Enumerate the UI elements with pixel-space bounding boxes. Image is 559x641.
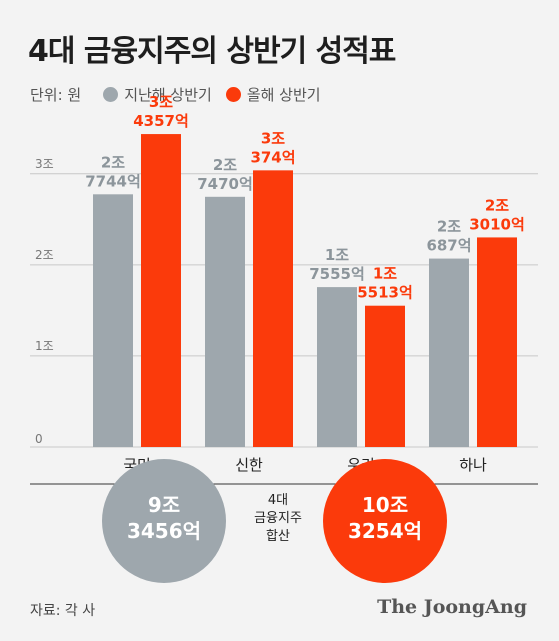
y-tick-label-3: 3조 (35, 157, 54, 171)
total-value-previous-1: 3456억 (127, 519, 201, 543)
total-value-current-0: 10조 (362, 493, 408, 517)
bar-label-0-3-0: 2조 (437, 218, 461, 236)
bar-label-0-0-1: 7744억 (85, 172, 141, 190)
bar-label-1-0-1: 4357억 (133, 112, 189, 130)
source-note: 자료: 각 사 (30, 603, 96, 619)
total-circle-previous (102, 459, 226, 583)
bar-label-1-2-1: 5513억 (357, 284, 413, 302)
bar-label-1-3-1: 3010억 (469, 215, 525, 233)
unit-label: 단위: 원 (30, 86, 82, 104)
bar-0-1 (205, 196, 245, 447)
y-tick-label-0: 0 (35, 432, 43, 446)
bar-0-2 (317, 287, 357, 447)
bar-1-1 (253, 170, 293, 447)
bar-0-0 (93, 194, 133, 447)
bar-label-1-0-0: 3조 (149, 93, 173, 111)
category-label-3: 하나 (459, 456, 487, 474)
legend-item-previous: 지난해 상반기 (103, 84, 212, 105)
total-circle-current (323, 459, 447, 583)
total-caption-1: 금융지주 (254, 511, 302, 526)
total-value-current-1: 3254억 (348, 519, 422, 543)
brand-logo: The JoongAng (377, 596, 527, 618)
total-caption-0: 4대 (268, 493, 288, 508)
bar-1-3 (477, 237, 517, 447)
bar-label-0-1-0: 2조 (213, 156, 237, 174)
legend-label-current: 올해 상반기 (246, 86, 321, 104)
chart-title: 4대 금융지주의 상반기 성적표 (28, 34, 396, 69)
y-tick-label-2: 2조 (35, 248, 54, 262)
bar-1-2 (365, 305, 405, 447)
bar-label-1-1-1: 374억 (250, 148, 295, 166)
legend-label-previous: 지난해 상반기 (124, 86, 212, 104)
y-tick-label-1: 1조 (35, 339, 54, 353)
bar-1-0 (141, 134, 181, 447)
bar-label-1-3-0: 2조 (485, 196, 509, 214)
bar-label-0-1-1: 7470억 (197, 175, 253, 193)
total-value-previous-0: 9조 (148, 493, 180, 517)
total-caption-2: 합산 (266, 529, 290, 544)
legend-dot-current (225, 87, 241, 102)
bar-0-3 (429, 258, 469, 447)
legend: 단위: 원 지난해 상반기 올해 상반기 (30, 84, 335, 105)
legend-dot-previous (103, 87, 119, 102)
bar-label-1-1-0: 3조 (261, 129, 285, 147)
bar-label-1-2-0: 1조 (373, 265, 397, 283)
legend-item-current: 올해 상반기 (225, 84, 321, 105)
category-label-1: 신한 (235, 456, 263, 474)
bar-label-0-2-1: 7555억 (309, 265, 365, 283)
bar-label-0-3-1: 687억 (426, 237, 471, 255)
bar-label-0-2-0: 1조 (325, 246, 349, 264)
bar-label-0-0-0: 2조 (101, 153, 125, 171)
